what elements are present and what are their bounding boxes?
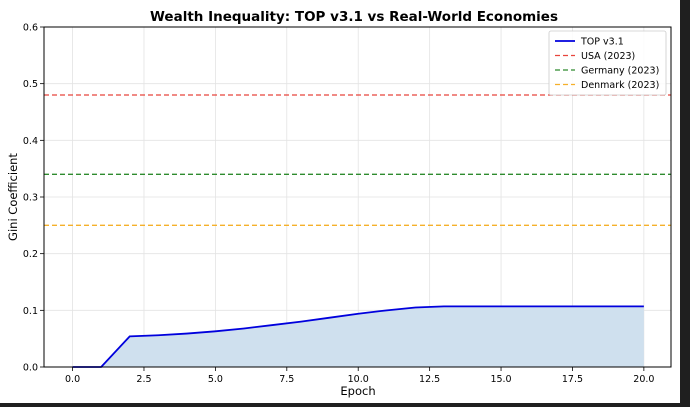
x-tick-label: 2.5 — [136, 374, 151, 385]
y-axis: 0.0 0.1 0.2 0.3 0.4 0.5 0.6 — [23, 23, 44, 374]
chart-frame: Wealth Inequality: TOP v3.1 vs Real-Worl… — [0, 0, 680, 403]
legend-box — [548, 30, 667, 96]
series-line-top-v3-1 — [72, 305, 644, 368]
x-tick-label: 17.5 — [562, 374, 583, 385]
y-tick-label: 0.3 — [23, 193, 38, 204]
x-axis: 0.0 2.5 5.0 7.5 10.0 12.5 15.0 17.5 20.0 — [65, 367, 654, 385]
x-tick-label: 7.5 — [279, 374, 294, 385]
legend-entry: Denmark (2023) — [581, 80, 659, 91]
y-tick-label: 0.1 — [23, 306, 38, 317]
y-axis-label: Gini Coefficient — [6, 153, 20, 241]
x-axis-label: Epoch — [340, 384, 375, 398]
x-tick-label: 12.5 — [419, 374, 440, 385]
y-tick-label: 0.0 — [23, 363, 38, 374]
x-tick-label: 0.0 — [65, 374, 80, 385]
x-tick-label: 20.0 — [633, 374, 654, 385]
y-tick-label: 0.2 — [23, 249, 38, 260]
plot-area — [44, 94, 671, 368]
x-tick-label: 15.0 — [490, 374, 511, 385]
y-tick-label: 0.6 — [23, 23, 38, 34]
y-tick-label: 0.4 — [23, 136, 38, 147]
chart-title: Wealth Inequality: TOP v3.1 vs Real-Worl… — [150, 9, 558, 25]
x-tick-label: 5.0 — [208, 374, 223, 385]
series-area-top-v3-1 — [72, 306, 644, 367]
legend-entry: TOP v3.1 — [580, 37, 624, 48]
legend: TOP v3.1 USA (2023) Germany (2023) Denmark … — [548, 30, 667, 96]
chart-svg: Wealth Inequality: TOP v3.1 vs Real-Worl… — [6, 9, 672, 398]
y-tick-label: 0.5 — [23, 79, 38, 90]
x-tick-label: 10.0 — [348, 374, 369, 385]
legend-entry: USA (2023) — [581, 51, 635, 62]
legend-entry: Germany (2023) — [581, 66, 659, 77]
